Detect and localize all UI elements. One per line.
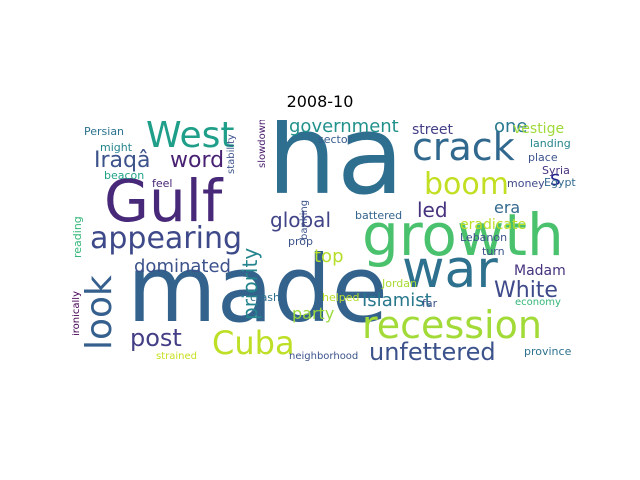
word-landing: landing	[530, 137, 571, 150]
word-islamist: Islamist	[362, 290, 432, 311]
word-war: war	[402, 240, 498, 300]
word-turn: turn	[482, 245, 505, 258]
word-party: party	[292, 304, 335, 323]
word-boom: boom	[424, 167, 509, 202]
word-neighborhood: neighborhood	[289, 351, 359, 362]
word-post: post	[130, 324, 182, 352]
word-west: West	[146, 120, 235, 156]
word-crack: crack	[412, 125, 515, 169]
word-white: White	[494, 278, 558, 303]
word-vestige: vestige	[513, 121, 565, 137]
word-beacon: beacon	[104, 169, 145, 182]
word-sector: sector	[318, 133, 353, 146]
word-province: province	[524, 345, 572, 358]
word-appearing: appearing	[90, 221, 243, 256]
word-era: era	[494, 198, 521, 217]
word-jordan: Jordan	[382, 277, 417, 290]
word-strained: strained	[156, 351, 197, 362]
word-gulf: Gulf	[104, 167, 223, 235]
word-street: street	[412, 122, 453, 138]
word-eradicate: eradicate	[460, 217, 527, 233]
word-far: far	[422, 297, 438, 310]
figure-title: 2008-10	[286, 92, 354, 111]
word-helped: helped	[322, 291, 360, 304]
word-ha: ha	[267, 120, 405, 219]
word-look: look	[79, 275, 120, 351]
word-top: top	[314, 246, 344, 267]
word-economy: economy	[515, 297, 561, 308]
word-battered: battered	[355, 209, 403, 222]
word-ironically: ironically	[72, 290, 82, 336]
word-word: word	[170, 148, 225, 173]
word-global: global	[270, 208, 331, 232]
word-stability: stability	[226, 134, 237, 174]
word-money: money	[507, 177, 545, 190]
word-crash: crash	[250, 291, 281, 304]
word-growth: growth	[362, 201, 564, 269]
word-persian: Persian	[84, 125, 125, 138]
word-led: led	[417, 198, 448, 222]
word-slowdown: slowdown	[257, 120, 268, 168]
word-dominated: dominated	[134, 256, 231, 277]
word-banking: banking	[299, 199, 310, 240]
word-cuba: Cuba	[212, 324, 295, 362]
word-priority: priority	[238, 247, 262, 320]
word-feel: feel	[152, 177, 173, 190]
word-unfettered: unfettered	[369, 338, 496, 366]
word-madam: Madam	[514, 263, 566, 279]
word-one: one	[494, 120, 528, 137]
word-cloud: ha made growth Gulf war recession West crack app…	[72, 120, 577, 372]
word-government: government	[289, 120, 399, 137]
word-reading: reading	[72, 216, 84, 259]
word-might: might	[100, 141, 133, 154]
word-place: place	[528, 151, 558, 164]
word-egypt: Egypt	[544, 176, 576, 189]
word-s: s	[550, 166, 561, 190]
word-syria: Syria	[542, 164, 570, 177]
word-recession: recession	[362, 303, 542, 347]
word-made: made	[127, 236, 388, 343]
word-lebanon: Lebanon	[460, 231, 508, 244]
word-prop: prop	[288, 235, 313, 248]
word-iraq: Iraqâ	[94, 148, 151, 173]
